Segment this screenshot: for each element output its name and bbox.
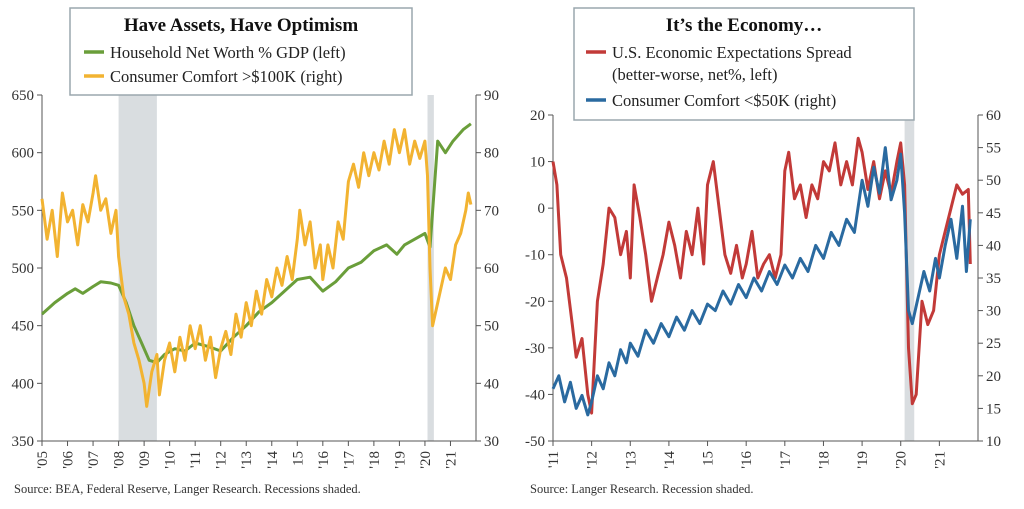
right-left-tick-label: -30 <box>525 341 545 357</box>
right-x-tick-label: '14 <box>662 451 678 469</box>
right-x-tick-label: '11 <box>546 451 562 468</box>
left-x-tick-label: '05 <box>35 451 51 469</box>
left-left-tick-label: 650 <box>12 88 35 104</box>
left-right-tick-label: 60 <box>484 261 499 277</box>
left-x-tick-label: '16 <box>316 451 332 469</box>
left-legend-box: Have Assets, Have Optimism Household Net… <box>69 7 413 96</box>
left-x-tick-label: '12 <box>214 451 230 469</box>
right-x-tick-label: '13 <box>623 451 639 469</box>
left-chart-title: Have Assets, Have Optimism <box>124 15 358 36</box>
left-x-tick-label: '06 <box>61 451 77 469</box>
left-left-tick-label: 550 <box>12 203 35 219</box>
left-recession-band <box>118 95 157 441</box>
left-x-tick-label: '17 <box>341 451 357 469</box>
right-right-tick-label: 10 <box>986 434 1001 450</box>
right-left-tick-label: -20 <box>525 294 545 310</box>
right-x-tick-label: '20 <box>894 451 910 469</box>
right-legend-box: It’s the Economy… U.S. Economic Expectat… <box>573 7 915 121</box>
left-x-tick-label: '21 <box>443 451 459 469</box>
left-left-tick-label: 350 <box>12 434 35 450</box>
right-left-tick-label: -10 <box>525 248 545 264</box>
left-x-tick-label: '18 <box>367 451 383 469</box>
right-left-tick-label: 20 <box>530 108 545 124</box>
left-legend-label-networth: Household Net Worth % GDP (left) <box>110 43 346 62</box>
left-series-line-0 <box>40 122 472 365</box>
right-left-tick-label: -50 <box>525 434 545 450</box>
right-recessions <box>904 115 915 441</box>
left-x-tick-label: '10 <box>163 451 179 469</box>
left-right-tick-label: 90 <box>484 88 499 104</box>
left-series <box>40 122 473 408</box>
left-left-tick-label: 400 <box>12 376 35 392</box>
left-series-line-1 <box>40 128 473 408</box>
right-right-tick-label: 55 <box>986 141 1001 157</box>
right-legend-frame <box>573 7 915 121</box>
left-right-tick-label: 50 <box>484 319 499 335</box>
left-x-tick-label: '13 <box>239 451 255 469</box>
right-series <box>551 136 972 417</box>
right-x-tick-label: '12 <box>585 451 601 469</box>
right-right-tick-label: 45 <box>986 206 1001 222</box>
right-right-tick-label: 20 <box>986 369 1001 385</box>
left-tick-labels: 650 600 550 500 450 400 350 90 80 70 60 50 40 30 '05 '0… <box>12 88 500 469</box>
left-x-tick-label: '14 <box>265 451 281 469</box>
right-source-note: Source: Langer Research. Recession shade… <box>530 482 754 496</box>
left-x-tick-label: '07 <box>86 451 102 469</box>
right-chart-title: It’s the Economy… <box>666 15 823 36</box>
left-legend-label-comfort: Consumer Comfort >$100K (right) <box>110 67 343 86</box>
right-tick-labels: 20 10 0 -10 -20 -30 -40 -50 60 55 50 45 40 35 30 25 20 15… <box>525 108 1001 469</box>
left-x-tick-label: 15 <box>290 451 306 466</box>
right-right-tick-label: 25 <box>986 336 1001 352</box>
left-x-tick-label: '11 <box>188 451 204 468</box>
right-right-tick-label: 50 <box>986 173 1001 189</box>
right-legend-label-comfort: Consumer Comfort <$50K (right) <box>612 91 836 110</box>
right-right-tick-label: 15 <box>986 401 1001 417</box>
left-x-tick-label: '19 <box>392 451 408 469</box>
right-x-tick-label: 15 <box>701 451 717 466</box>
left-left-tick-label: 500 <box>12 261 35 277</box>
right-series-line-0 <box>551 136 972 415</box>
right-left-tick-label: 10 <box>530 155 545 171</box>
left-left-tick-label: 600 <box>12 146 35 162</box>
right-x-tick-label: '16 <box>739 451 755 469</box>
left-right-tick-label: 70 <box>484 203 499 219</box>
left-right-tick-label: 40 <box>484 376 499 392</box>
left-axes <box>37 94 481 446</box>
left-right-tick-label: 80 <box>484 146 499 162</box>
right-legend-label-spread-line2: (better-worse, net%, left) <box>612 65 778 84</box>
right-right-tick-label: 40 <box>986 238 1001 254</box>
right-x-tick-label: '19 <box>855 451 871 469</box>
right-left-tick-label: -40 <box>525 387 545 403</box>
left-left-tick-label: 450 <box>12 319 35 335</box>
right-x-tick-label: '21 <box>932 451 948 469</box>
left-x-tick-label: '09 <box>137 451 153 469</box>
right-right-tick-label: 35 <box>986 271 1001 287</box>
left-x-tick-label: '08 <box>112 451 128 469</box>
left-right-tick-label: 30 <box>484 434 499 450</box>
chart-left: 650 600 550 500 450 400 350 90 80 70 60 50 40 30 '05 '0… <box>12 7 500 496</box>
right-x-tick-label: '18 <box>816 451 832 469</box>
right-left-tick-label: 0 <box>538 201 546 217</box>
left-legend-frame <box>69 7 413 96</box>
left-x-tick-label: '20 <box>418 451 434 469</box>
left-source-note: Source: BEA, Federal Reserve, Langer Res… <box>14 482 361 496</box>
right-right-tick-label: 60 <box>986 108 1001 124</box>
right-legend-label-spread: U.S. Economic Expectations Spread <box>612 43 852 62</box>
right-recession-band <box>904 115 915 441</box>
right-series-line-1 <box>551 146 972 417</box>
right-x-tick-label: '17 <box>778 451 794 469</box>
chart-right: 20 10 0 -10 -20 -30 -40 -50 60 55 50 45 40 35 30 25 20 15… <box>525 7 1001 496</box>
right-right-tick-label: 30 <box>986 304 1001 320</box>
